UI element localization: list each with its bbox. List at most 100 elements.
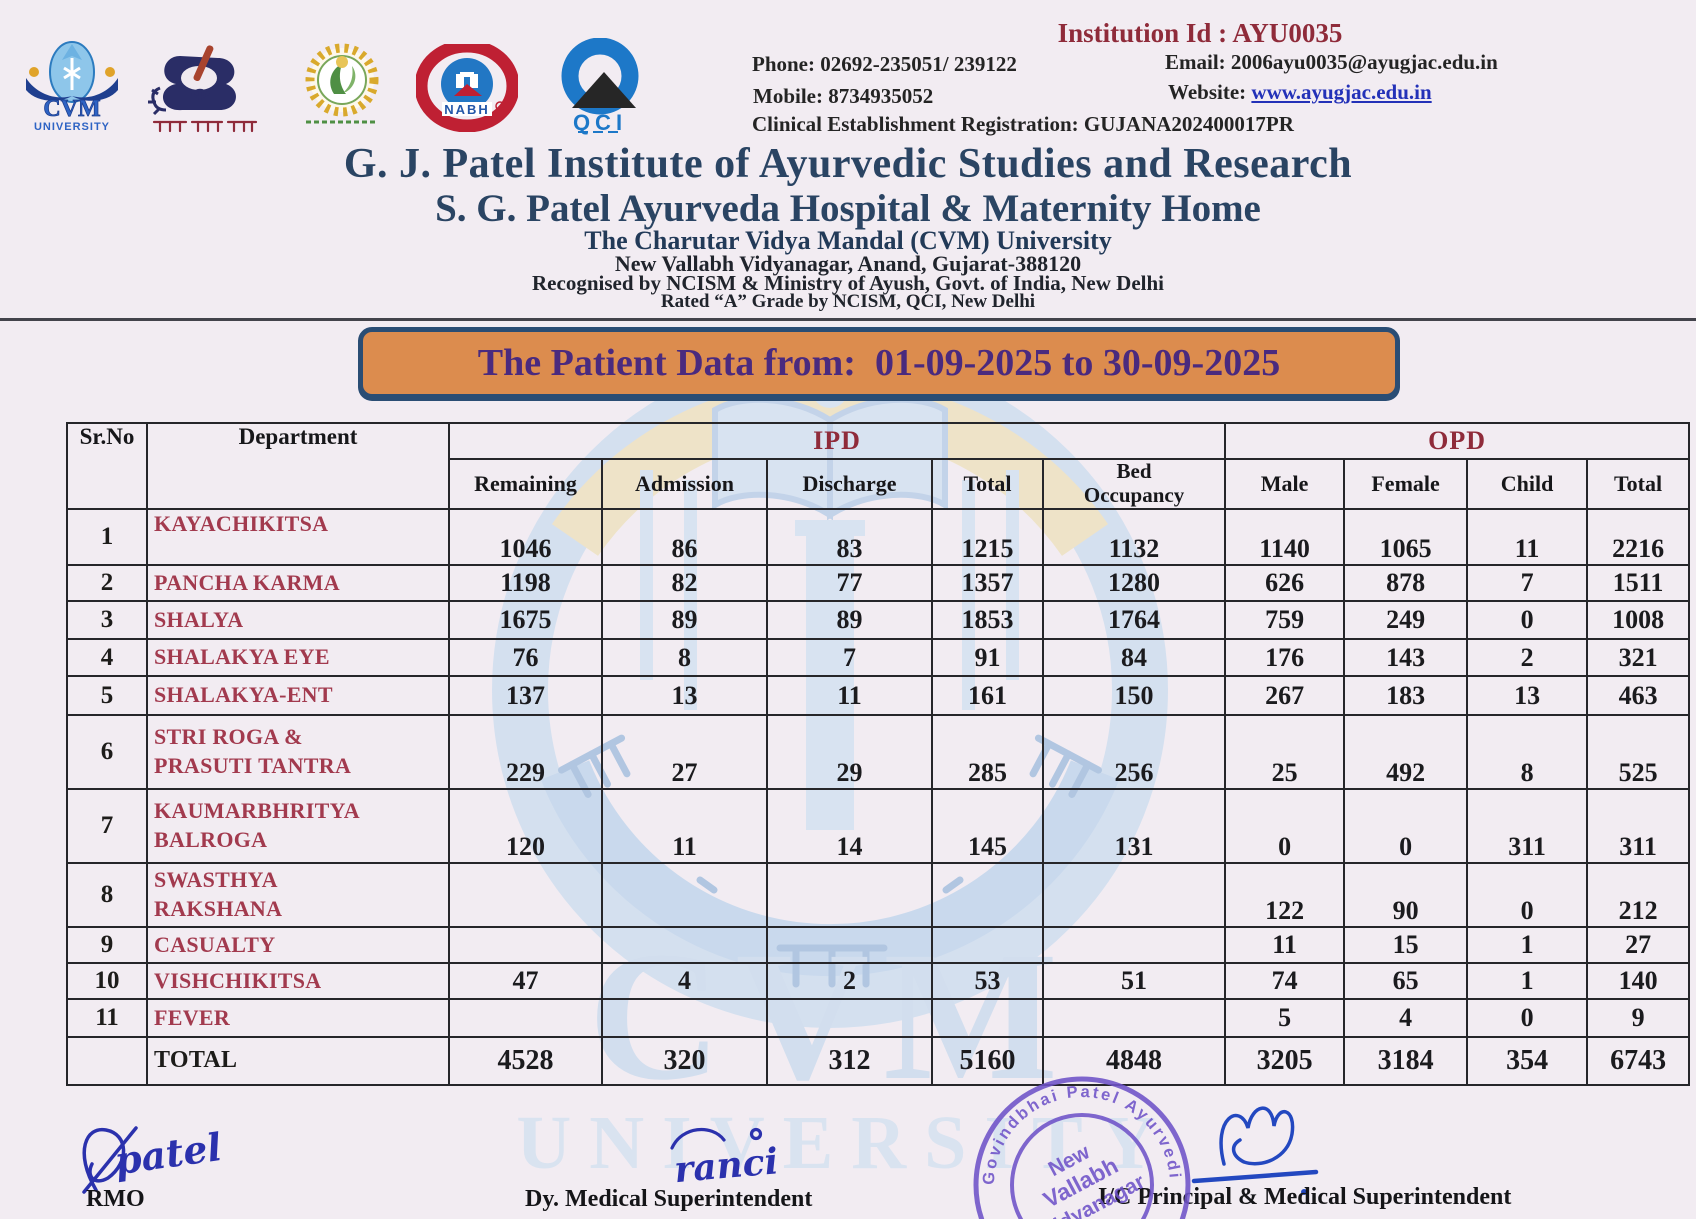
value-cell [448, 926, 603, 964]
table-row: 7 KAUMARBHRITYA BALROGA 120 11 14 145 131 0 0 311… [66, 788, 1691, 864]
value-cell: 4 [601, 962, 768, 1000]
table-row: 3 SHALYA 1675 89 89 1853 1764 759 249 0 1008 [66, 600, 1691, 640]
table-row: 4 SHALAKYA EYE 76 8 7 91 84 176 143 2 321 [66, 638, 1691, 677]
value-cell: 27 [1586, 926, 1691, 964]
value-cell [1041, 998, 1227, 1038]
col-header-child: Child [1466, 458, 1589, 510]
value-cell: 0 [1466, 600, 1589, 640]
value-cell [448, 998, 603, 1038]
value-cell [931, 998, 1044, 1038]
srno-cell: 5 [66, 675, 148, 716]
value-cell: 320 [601, 1036, 768, 1086]
srno-cell: 3 [66, 600, 148, 640]
value-cell: 8 [601, 638, 768, 677]
value-cell: 14 [766, 788, 933, 864]
srno-cell: 11 [66, 998, 148, 1038]
department-cell: TOTAL [146, 1036, 450, 1086]
total-row: TOTAL 4528 320 312 5160 4848 3205 3184 354 6743 [66, 1036, 1691, 1086]
col-header-admission: Admission [601, 458, 768, 510]
value-cell: 82 [601, 564, 768, 602]
srno-cell: 9 [66, 926, 148, 964]
srno-cell: 8 [66, 862, 148, 928]
value-cell: 8 [1466, 714, 1589, 790]
department-cell: KAYACHIKITSA [146, 508, 450, 566]
table-row: 9 CASUALTY 11 15 1 27 [66, 926, 1691, 964]
value-cell: 525 [1586, 714, 1691, 790]
value-cell: 120 [448, 788, 603, 864]
svg-text:CVM: CVM [43, 96, 100, 122]
department-cell: SHALAKYA EYE [146, 638, 450, 677]
value-cell: 1140 [1224, 508, 1346, 566]
table-row: 11 FEVER 5 4 0 9 [66, 998, 1691, 1038]
institution-id: Institution Id : AYU0035 [1057, 18, 1343, 48]
institute-title: G. J. Patel Institute of Ayurvedic Studi… [343, 141, 1353, 187]
value-cell [601, 862, 768, 928]
website-row: Website: www.ayugjac.edu.in [1168, 80, 1432, 105]
col-header-remaining: Remaining [448, 458, 603, 510]
rmo-label: RMO [86, 1186, 145, 1212]
table-row: 2 PANCHA KARMA 1198 82 77 1357 1280 626 878 7 1511 [66, 564, 1691, 602]
value-cell [931, 926, 1044, 964]
dy-signature: ranci [670, 1127, 780, 1191]
value-cell: 15 [1343, 926, 1469, 964]
value-cell: 1511 [1586, 564, 1691, 602]
department-cell: SWASTHYA RAKSHANA [146, 862, 450, 928]
rating-line: Rated “A” Grade by NCISM, QCI, New Delhi [660, 291, 1036, 312]
value-cell: 65 [1343, 962, 1469, 1000]
value-cell: 5 [1224, 998, 1346, 1038]
value-cell [931, 862, 1044, 928]
value-cell: 25 [1224, 714, 1346, 790]
qci-logo: QCI [561, 38, 639, 135]
value-cell: 29 [766, 714, 933, 790]
value-cell: 27 [601, 714, 768, 790]
value-cell: 1132 [1041, 508, 1227, 566]
stamp-center-text: New Vallabh Vidyanagar [1038, 1140, 1148, 1219]
hospital-round-stamp: Govindbhai Patel Ayurvedic Hospital New … [962, 1068, 1191, 1219]
srno-cell: 6 [66, 714, 148, 790]
value-cell: 1853 [931, 600, 1044, 640]
divider-rule [0, 318, 1696, 321]
value-cell: 176 [1224, 638, 1346, 677]
srno-cell: 7 [66, 788, 148, 864]
value-cell: 1215 [931, 508, 1044, 566]
clinical-registration: Clinical Establishment Registration: GUJ… [752, 112, 1294, 136]
value-cell: 51 [1041, 962, 1227, 1000]
value-cell: 311 [1586, 788, 1691, 864]
srno-cell: 4 [66, 638, 148, 677]
value-cell: 161 [931, 675, 1044, 716]
mobile-number: Mobile: 8734935052 [753, 84, 934, 108]
hospital-title: S. G. Patel Ayurveda Hospital & Maternit… [435, 187, 1261, 230]
value-cell: 1 [1466, 926, 1589, 964]
table-row: 8 SWASTHYA RAKSHANA 122 90 0 212 [66, 862, 1691, 928]
value-cell: 759 [1224, 600, 1346, 640]
website-label: Website: [1168, 80, 1252, 104]
patient-data-banner: The Patient Data from: 01-09-2025 to 30-… [358, 327, 1400, 399]
value-cell: 122 [1224, 862, 1346, 928]
value-cell: 83 [766, 508, 933, 566]
value-cell [766, 998, 933, 1038]
srno-cell [66, 1036, 148, 1086]
value-cell: 47 [448, 962, 603, 1000]
department-cell: STRI ROGA & PRASUTI TANTRA [146, 714, 450, 790]
srno-cell: 10 [66, 962, 148, 1000]
value-cell: 312 [766, 1036, 933, 1086]
value-cell [448, 862, 603, 928]
col-header-ipd-total: Total [931, 458, 1044, 510]
value-cell: 354 [1466, 1036, 1589, 1086]
col-group-ipd: IPD [447, 422, 1227, 460]
department-cell: FEVER [146, 998, 450, 1038]
value-cell: 13 [601, 675, 768, 716]
svg-text:patel: patel [112, 1124, 225, 1184]
value-cell: 212 [1586, 862, 1691, 928]
value-cell: 1198 [448, 564, 603, 602]
value-cell: 90 [1343, 862, 1469, 928]
value-cell: 1046 [448, 508, 603, 566]
value-cell: 4528 [448, 1036, 603, 1086]
value-cell: 1675 [448, 600, 603, 640]
website-link[interactable]: www.ayugjac.edu.in [1251, 80, 1432, 104]
value-cell: 7 [1466, 564, 1589, 602]
col-header-opd-total: Total [1586, 458, 1691, 510]
department-cell: PANCHA KARMA [146, 564, 450, 602]
value-cell: 6743 [1586, 1036, 1691, 1086]
